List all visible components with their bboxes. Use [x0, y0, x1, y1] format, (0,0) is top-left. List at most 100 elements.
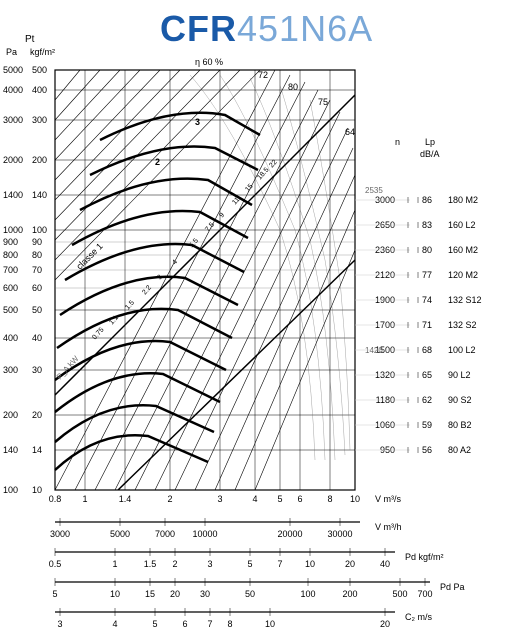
svg-text:30: 30: [32, 365, 42, 375]
pa-unit-label: Pa: [6, 47, 17, 57]
x-m3s-label: V m³/s: [375, 494, 401, 504]
svg-text:0.75: 0.75: [91, 326, 105, 341]
svg-text:500: 500: [392, 589, 407, 599]
svg-text:2.2: 2.2: [141, 284, 153, 296]
svg-text:20: 20: [345, 559, 355, 569]
svg-text:1: 1: [112, 559, 117, 569]
pt-label: Pt: [25, 34, 35, 45]
svg-text:6: 6: [297, 494, 302, 504]
svg-text:1400: 1400: [3, 190, 23, 200]
svg-text:400: 400: [32, 85, 47, 95]
svg-text:65: 65: [422, 370, 432, 380]
kgfm2-unit-label: kgf/m²: [30, 47, 55, 57]
x-m3h-label: V m³/h: [375, 522, 402, 532]
efficiency-curves: [190, 75, 350, 460]
svg-text:14: 14: [32, 445, 42, 455]
svg-text:86: 86: [422, 195, 432, 205]
svg-text:200: 200: [342, 589, 357, 599]
svg-text:500: 500: [3, 305, 18, 315]
right-boundary: [118, 260, 355, 490]
svg-text:30: 30: [200, 589, 210, 599]
svg-text:20: 20: [170, 589, 180, 599]
svg-text:500: 500: [32, 65, 47, 75]
x-grid: [85, 70, 330, 490]
svg-text:3: 3: [156, 274, 164, 282]
svg-text:62: 62: [422, 395, 432, 405]
svg-text:9: 9: [218, 212, 226, 220]
svg-text:10: 10: [110, 589, 120, 599]
x-ticks-m3s: 0.811.423456810: [49, 494, 360, 504]
svg-text:15: 15: [145, 589, 155, 599]
svg-text:400: 400: [3, 333, 18, 343]
svg-text:300: 300: [3, 365, 18, 375]
x-ticks-m3h: 300050007000100002000030000: [50, 518, 353, 539]
svg-text:300: 300: [32, 115, 47, 125]
fan-chart: Pt Pa kgf/m²: [0, 0, 516, 634]
svg-text:10: 10: [265, 619, 275, 629]
svg-text:132 S2: 132 S2: [448, 320, 477, 330]
svg-text:7000: 7000: [155, 529, 175, 539]
svg-text:200: 200: [3, 410, 18, 420]
eff-label: η 60 %: [195, 57, 223, 67]
x-ticks-c2: 3456781020: [57, 608, 390, 629]
lp-header: Lp: [425, 137, 435, 147]
svg-text:700: 700: [3, 265, 18, 275]
svg-text:80 B2: 80 B2: [448, 420, 472, 430]
dba-header: dB/A: [420, 149, 440, 159]
classe-2: 2: [155, 157, 160, 167]
svg-text:7: 7: [207, 619, 212, 629]
svg-text:10: 10: [350, 494, 360, 504]
svg-text:100: 100: [3, 485, 18, 495]
svg-text:40: 40: [32, 333, 42, 343]
svg-text:100: 100: [300, 589, 315, 599]
pa-kw: P_A kW: [55, 354, 81, 382]
svg-text:7.5: 7.5: [204, 221, 216, 233]
svg-text:5000: 5000: [3, 65, 23, 75]
svg-text:132 S12: 132 S12: [448, 295, 482, 305]
svg-text:68: 68: [422, 345, 432, 355]
svg-text:160 L2: 160 L2: [448, 220, 476, 230]
svg-text:22: 22: [268, 159, 278, 170]
svg-text:800: 800: [3, 250, 18, 260]
svg-text:59: 59: [422, 420, 432, 430]
eff-72: 72: [258, 70, 268, 80]
svg-text:200: 200: [32, 155, 47, 165]
svg-text:160 M2: 160 M2: [448, 245, 478, 255]
svg-text:4: 4: [252, 494, 257, 504]
svg-text:5: 5: [247, 559, 252, 569]
y-ticks-pa: 5000400030002000140010009008007006005004…: [3, 65, 23, 495]
svg-text:10: 10: [32, 485, 42, 495]
svg-text:1.5: 1.5: [124, 299, 136, 311]
svg-text:56: 56: [422, 445, 432, 455]
svg-text:40: 40: [380, 559, 390, 569]
svg-text:600: 600: [3, 283, 18, 293]
svg-text:0.8: 0.8: [49, 494, 62, 504]
eff-80: 80: [288, 82, 298, 92]
svg-text:0.5: 0.5: [49, 559, 62, 569]
svg-text:71: 71: [422, 320, 432, 330]
svg-text:1.5: 1.5: [144, 559, 157, 569]
n-header: n: [395, 137, 400, 147]
svg-text:30000: 30000: [327, 529, 352, 539]
svg-text:2000: 2000: [3, 155, 23, 165]
speed-2535: 2535: [365, 186, 383, 195]
classe-3: 3: [195, 117, 200, 127]
svg-text:8: 8: [227, 619, 232, 629]
svg-text:140: 140: [3, 445, 18, 455]
svg-text:10000: 10000: [192, 529, 217, 539]
svg-text:1.4: 1.4: [119, 494, 132, 504]
svg-text:3000: 3000: [50, 529, 70, 539]
y-ticks-kgf: 50040030020014010090807060504030201410: [32, 65, 47, 495]
svg-text:70: 70: [32, 265, 42, 275]
svg-text:20: 20: [380, 619, 390, 629]
eff-75: 75: [318, 97, 328, 107]
svg-text:18.5: 18.5: [256, 166, 270, 181]
c2-label: C₂ m/s: [405, 612, 432, 622]
svg-text:120 M2: 120 M2: [448, 270, 478, 280]
svg-text:3: 3: [207, 559, 212, 569]
svg-text:4: 4: [112, 619, 117, 629]
svg-text:90 S2: 90 S2: [448, 395, 472, 405]
svg-text:3: 3: [57, 619, 62, 629]
pd-pa-label: Pd Pa: [440, 582, 465, 592]
svg-text:80: 80: [32, 250, 42, 260]
